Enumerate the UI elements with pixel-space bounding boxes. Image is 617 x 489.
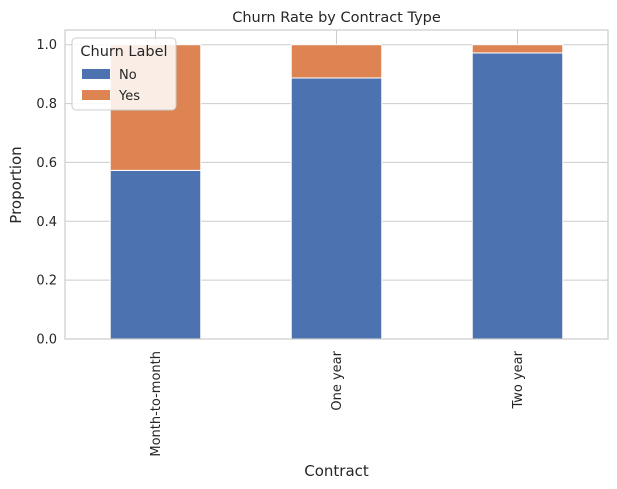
x-ticks: Month-to-month One year Two year bbox=[149, 350, 526, 456]
y-ticks: 0.0 0.2 0.4 0.6 0.8 1.0 bbox=[36, 38, 57, 347]
x-tick-label: Month-to-month bbox=[149, 351, 164, 457]
bar-no-2 bbox=[290, 77, 383, 340]
bar-no-3 bbox=[471, 52, 564, 340]
y-tick-label: 0.6 bbox=[36, 156, 57, 171]
y-axis-label: Proportion bbox=[7, 146, 25, 223]
y-tick-label: 0.4 bbox=[36, 215, 57, 230]
legend-title: Churn Label bbox=[80, 44, 167, 60]
x-tick-label: Two year bbox=[511, 350, 526, 409]
x-tick-label: One year bbox=[330, 350, 345, 410]
y-tick-label: 0.8 bbox=[36, 97, 57, 112]
bar-no-1 bbox=[109, 169, 202, 340]
legend: Churn Label No Yes bbox=[71, 37, 177, 111]
bar-yes-3 bbox=[471, 44, 564, 54]
plot-frame bbox=[64, 29, 609, 340]
legend-swatch-yes bbox=[82, 90, 110, 100]
y-tick-label: 1.0 bbox=[36, 38, 57, 53]
bar-yes-2 bbox=[290, 44, 383, 79]
x-axis-label: Contract bbox=[304, 462, 369, 480]
legend-label-no: No bbox=[119, 68, 137, 83]
y-tick-label: 0.2 bbox=[36, 274, 57, 289]
bars bbox=[109, 44, 564, 340]
legend-label-yes: Yes bbox=[118, 89, 140, 104]
y-tick-label: 0.0 bbox=[36, 333, 57, 348]
legend-swatch-no bbox=[82, 69, 110, 79]
chart-title: Churn Rate by Contract Type bbox=[232, 10, 441, 26]
